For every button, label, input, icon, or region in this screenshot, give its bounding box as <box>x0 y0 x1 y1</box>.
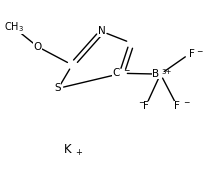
Text: 3+: 3+ <box>161 69 171 75</box>
Text: CH$_3$: CH$_3$ <box>3 20 23 34</box>
Text: C: C <box>112 68 119 78</box>
Text: B: B <box>152 69 159 79</box>
Text: F: F <box>142 101 148 111</box>
Text: K: K <box>64 143 72 156</box>
Text: +: + <box>75 148 82 157</box>
Text: S: S <box>54 82 60 92</box>
Text: F: F <box>188 49 194 59</box>
Text: −: − <box>137 99 143 108</box>
Text: −: − <box>182 99 189 108</box>
Text: F: F <box>174 101 180 111</box>
Text: −: − <box>122 66 129 75</box>
Text: N: N <box>98 27 105 37</box>
Text: O: O <box>33 41 41 52</box>
Text: −: − <box>195 47 202 56</box>
